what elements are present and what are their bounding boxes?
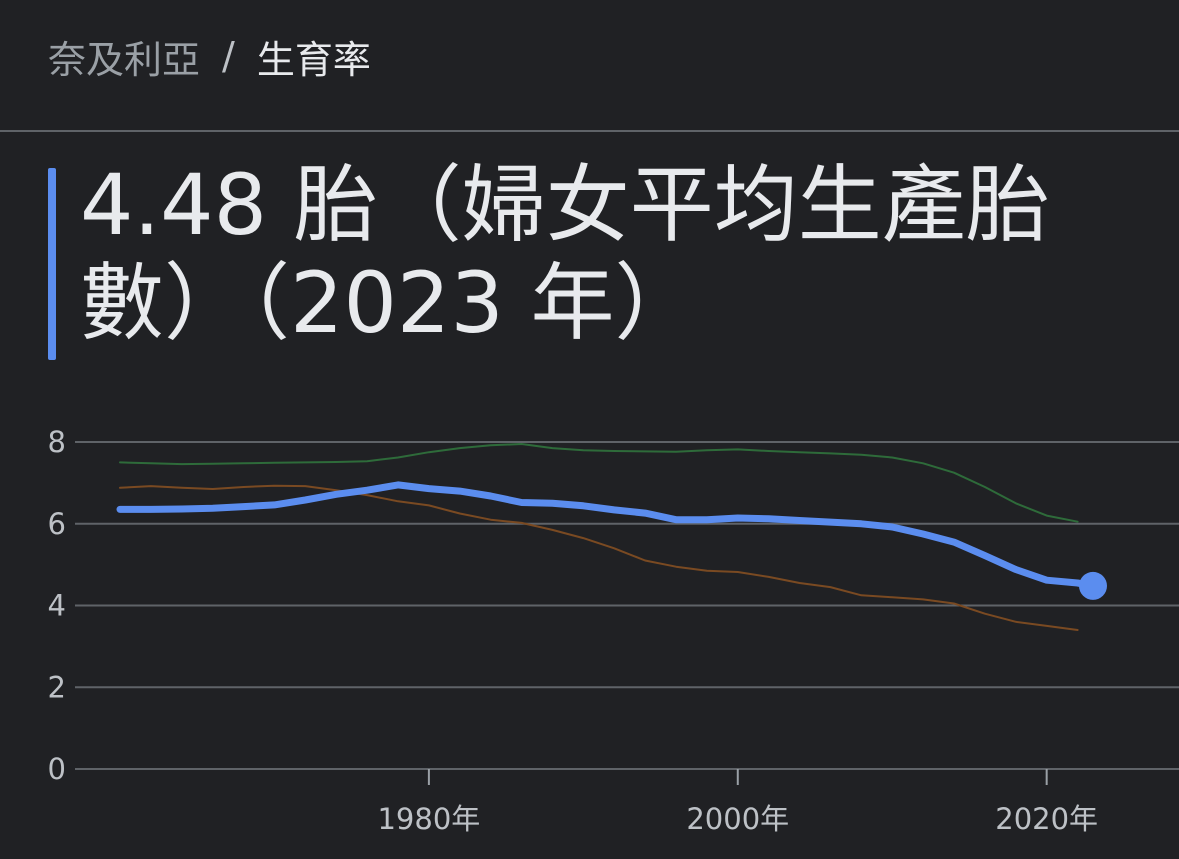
breadcrumb-separator: / <box>222 34 235 78</box>
x-tick-label: 1980年 <box>377 802 480 836</box>
headline-value: 4.48 胎（婦女平均生產胎數）（2023 年） <box>80 156 1050 352</box>
y-tick-label: 8 <box>48 425 66 459</box>
y-tick-label: 0 <box>48 752 66 786</box>
y-tick-label: 6 <box>48 507 66 541</box>
header-divider <box>0 130 1179 132</box>
breadcrumb-country-link[interactable]: 奈及利亞 <box>48 37 201 82</box>
x-tick-label: 2000年 <box>686 802 789 836</box>
latest-value-marker <box>1079 571 1107 600</box>
breadcrumb: 奈及利亞 / 生育率 <box>48 28 371 84</box>
y-tick-label: 2 <box>48 670 66 704</box>
fertility-line-chart[interactable]: 0 2 4 6 8 1980年 2000年 2020年 <box>0 400 1179 859</box>
headline-accent-bar <box>48 168 56 360</box>
series-line-2 <box>116 481 1097 590</box>
breadcrumb-current: 生育率 <box>256 37 371 82</box>
y-tick-label: 4 <box>48 589 66 623</box>
series-line-0 <box>119 443 1079 523</box>
x-tick-label: 2020年 <box>995 802 1098 836</box>
series-line-1 <box>119 484 1079 631</box>
